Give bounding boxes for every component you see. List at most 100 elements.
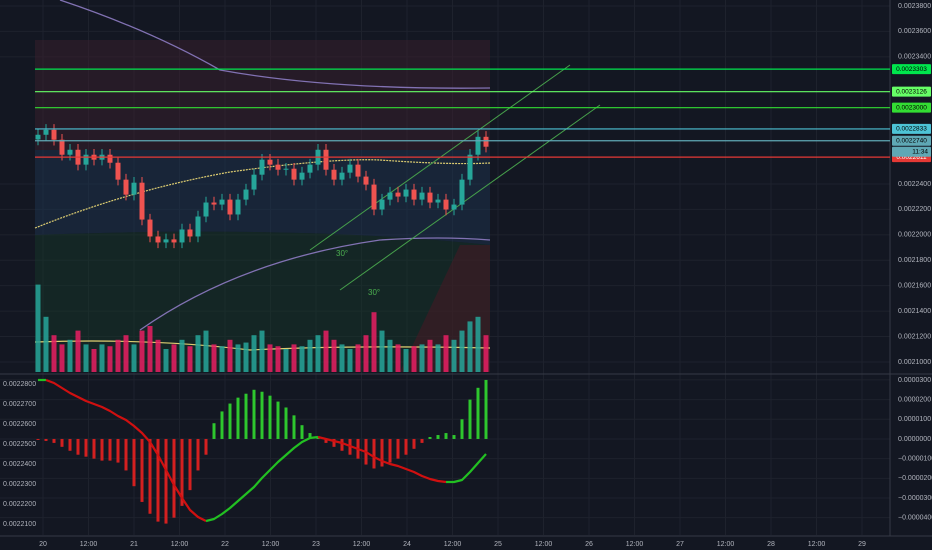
volume-bar bbox=[475, 316, 481, 372]
candle-body bbox=[259, 159, 265, 175]
histogram-bar bbox=[124, 438, 128, 471]
candle-body bbox=[107, 154, 113, 163]
candle-body bbox=[51, 129, 57, 140]
price-tag-label: 0.0023000 bbox=[896, 104, 927, 111]
histogram-bar bbox=[340, 438, 344, 451]
x-tick-label: 12:00 bbox=[80, 541, 98, 548]
x-tick-label: 29 bbox=[858, 541, 866, 548]
volume-bar bbox=[347, 349, 353, 372]
left-tick-label: 0.0022500 bbox=[3, 441, 36, 448]
y-tick-label: 0.0023400 bbox=[898, 54, 931, 61]
volume-bar bbox=[171, 344, 177, 372]
candle-body bbox=[339, 172, 345, 180]
x-tick-label: 27 bbox=[676, 541, 684, 548]
candle-body bbox=[211, 202, 217, 205]
histogram-bar bbox=[268, 395, 272, 439]
candle-body bbox=[387, 192, 393, 200]
candle-body bbox=[163, 239, 169, 243]
price-tag-label: 0.0022833 bbox=[896, 126, 927, 133]
candle-body bbox=[363, 176, 369, 185]
price-tag bbox=[892, 123, 931, 134]
left-tick-label: 0.0022100 bbox=[3, 521, 36, 528]
purple-curve bbox=[59, 0, 491, 89]
histogram-bar bbox=[308, 433, 312, 439]
left-tick-label: 0.0022300 bbox=[3, 481, 36, 488]
volume-bar bbox=[67, 339, 73, 372]
candle-body bbox=[275, 164, 281, 170]
volume-bar bbox=[147, 326, 153, 372]
price-tag bbox=[892, 135, 931, 146]
histogram-bar bbox=[84, 438, 88, 457]
x-tick-label: 12:00 bbox=[353, 541, 371, 548]
volume-bar bbox=[163, 349, 169, 372]
purple-curve-low bbox=[139, 237, 491, 331]
volume-bar bbox=[451, 339, 457, 372]
histogram-bar bbox=[132, 438, 136, 487]
right-tick-label: −0.0000300 bbox=[898, 495, 932, 502]
histogram-bar bbox=[260, 391, 264, 439]
volume-bar bbox=[43, 316, 49, 372]
histogram-bar bbox=[388, 438, 392, 463]
oscillator-line bbox=[317, 435, 447, 484]
y-tick-label: 0.0022200 bbox=[898, 206, 931, 213]
x-tick-label: 26 bbox=[585, 541, 593, 548]
y-tick-label: 0.0023800 bbox=[898, 3, 931, 10]
histogram-bar bbox=[180, 438, 184, 506]
candle-body bbox=[203, 202, 209, 217]
volume-bar bbox=[443, 335, 449, 372]
candle-body bbox=[147, 219, 153, 237]
angle-label: 30° bbox=[336, 249, 348, 258]
histogram-bar bbox=[116, 438, 120, 463]
volume-bar bbox=[195, 335, 201, 372]
candle-body bbox=[379, 199, 385, 210]
histogram-bar bbox=[276, 401, 280, 439]
volume-bar bbox=[395, 344, 401, 372]
volume-bar bbox=[179, 339, 185, 372]
right-tick-label: 0.0000300 bbox=[898, 377, 931, 384]
candle-body bbox=[219, 199, 225, 205]
candle-body bbox=[139, 182, 145, 220]
volume-bar bbox=[123, 335, 129, 372]
x-tick-label: 20 bbox=[39, 541, 47, 548]
volume-bar bbox=[299, 346, 305, 372]
candle-body bbox=[411, 189, 417, 200]
histogram-bar bbox=[60, 438, 64, 447]
histogram-bar bbox=[292, 415, 296, 439]
right-tick-label: 0.0000100 bbox=[898, 416, 931, 423]
y-tick-label: 0.0022400 bbox=[898, 181, 931, 188]
volume-bar bbox=[483, 335, 489, 372]
volume-bar bbox=[331, 339, 337, 372]
volume-bar bbox=[131, 344, 137, 372]
candle-body bbox=[283, 168, 289, 170]
x-tick-label: 12:00 bbox=[171, 541, 189, 548]
x-tick-label: 28 bbox=[767, 541, 775, 548]
volume-bar bbox=[219, 346, 225, 372]
candle-body bbox=[467, 154, 473, 180]
volume-bar bbox=[75, 330, 81, 372]
candle-body bbox=[267, 159, 273, 165]
y-tick-label: 0.0022000 bbox=[898, 232, 931, 239]
candle-body bbox=[347, 164, 353, 173]
x-tick-label: 12:00 bbox=[626, 541, 644, 548]
volume-bar bbox=[339, 344, 345, 372]
volume-bar bbox=[363, 335, 369, 372]
candle-body bbox=[355, 164, 361, 177]
volume-bar bbox=[139, 330, 145, 372]
candle-body bbox=[459, 179, 465, 205]
histogram-bar bbox=[196, 438, 200, 471]
histogram-bar bbox=[172, 438, 176, 518]
volume-bar bbox=[155, 339, 161, 372]
volume-bar bbox=[403, 349, 409, 372]
candle-body bbox=[371, 184, 377, 210]
histogram-bar bbox=[404, 438, 408, 455]
left-tick-label: 0.0022700 bbox=[3, 401, 36, 408]
histogram-bar bbox=[52, 438, 56, 443]
histogram-bar bbox=[412, 438, 416, 449]
candle-body bbox=[131, 182, 137, 195]
histogram-bar bbox=[452, 435, 456, 439]
volume-bar bbox=[283, 349, 289, 372]
volume-bar bbox=[435, 344, 441, 372]
candle-body bbox=[443, 199, 449, 210]
price-tag bbox=[892, 102, 931, 113]
price-tag bbox=[892, 86, 931, 97]
